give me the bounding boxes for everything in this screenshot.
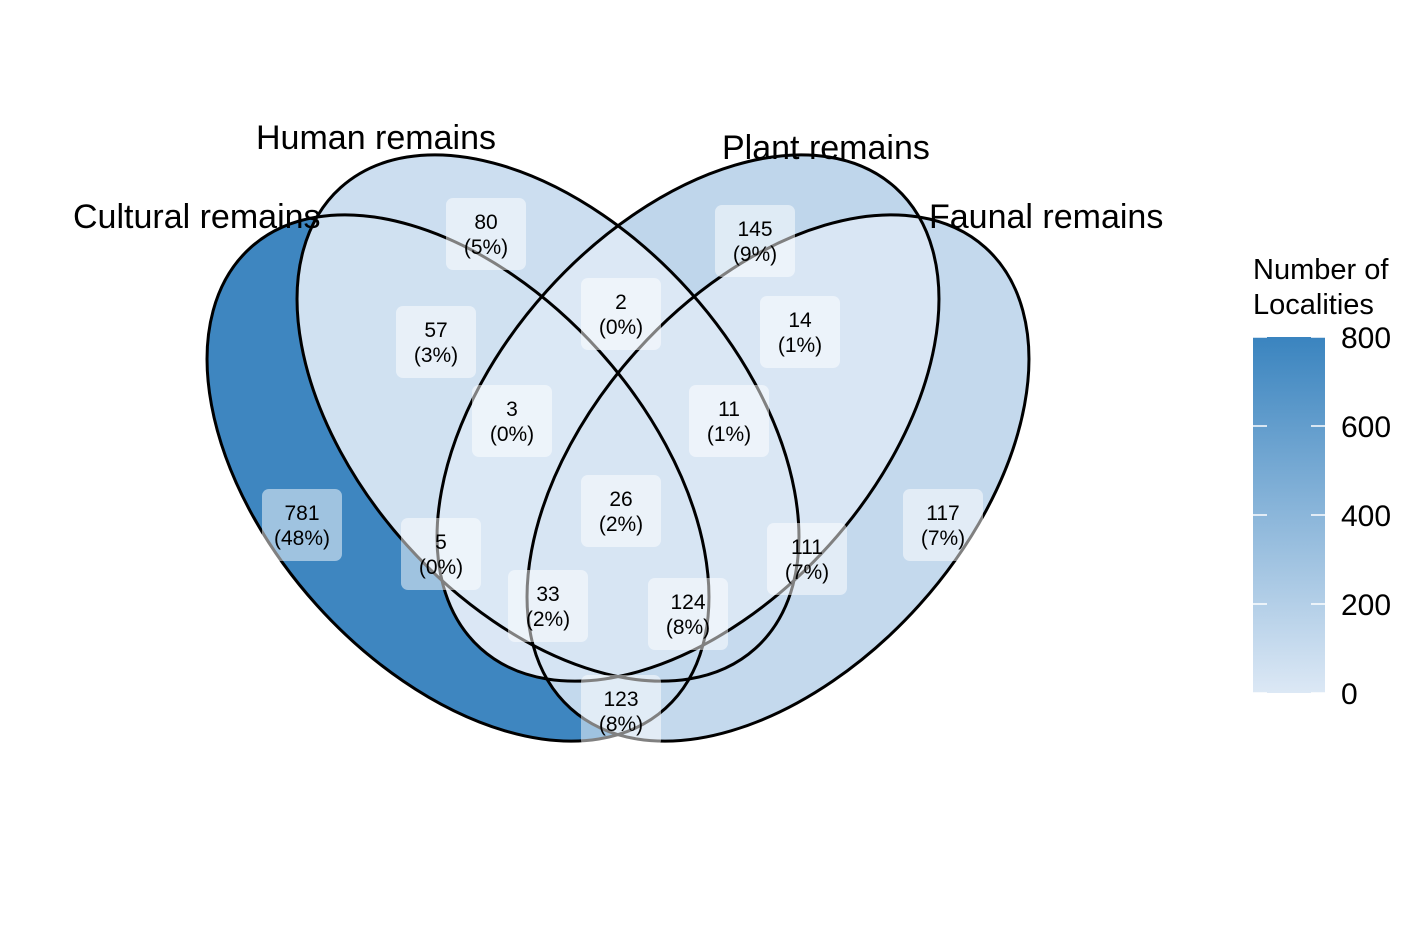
region-label-cultural: 781(48%) (262, 489, 342, 561)
region-label-box (760, 296, 840, 368)
region-labels: 781(48%)80(5%)145(9%)117(7%)57(3%)2(0%) 1… (262, 198, 983, 747)
region-label-cultural-human: 57(3%) (396, 306, 476, 378)
region-label-human-plant: 2(0%) (581, 278, 661, 350)
region-label-plant: 145(9%) (715, 205, 795, 277)
region-percent: (48%) (274, 527, 330, 550)
set-label-faunal: Faunal remains (929, 198, 1163, 236)
legend-tick-label: 200 (1341, 589, 1391, 622)
region-label-box (648, 578, 728, 650)
region-count: 145 (737, 218, 772, 241)
legend-title-line2: Localities (1253, 289, 1374, 321)
region-label-box (396, 306, 476, 378)
region-label-box (581, 278, 661, 350)
set-label-plant: Plant remains (722, 129, 930, 167)
region-percent: (0%) (490, 423, 534, 446)
region-label-cultural-human-plant-faunal: 26(2%) (581, 475, 661, 547)
region-percent: (2%) (526, 608, 570, 631)
region-label-box (581, 475, 661, 547)
region-count: 80 (474, 211, 497, 234)
set-outline-cultural (205, 213, 711, 743)
region-count: 3 (506, 398, 518, 421)
region-count: 14 (788, 309, 812, 332)
region-count: 124 (670, 591, 705, 614)
region-percent: (7%) (921, 527, 965, 550)
region-label-box (581, 675, 661, 747)
region-label-cultural-human-plant: 3(0%) (472, 385, 552, 457)
region-label-cultural-faunal: 123(8%) (581, 675, 661, 747)
region-percent: (9%) (733, 243, 777, 266)
region-percent: (2%) (599, 513, 643, 536)
legend-ticks: 0 200 400 600 800 (1253, 322, 1391, 711)
region-count: 117 (926, 502, 959, 525)
region-count: 11 (718, 398, 740, 421)
legend-tick-label: 600 (1341, 411, 1391, 444)
region-label-cultural-plant-faunal: 33(2%) (508, 570, 588, 642)
region-count: 26 (609, 488, 632, 511)
legend-title-line1: Number of (1253, 254, 1389, 286)
region-count: 123 (603, 688, 638, 711)
region-percent: (0%) (419, 556, 463, 579)
region-label-faunal: 117(7%) (903, 489, 983, 561)
set-label-cultural: Cultural remains (73, 198, 321, 236)
set-labels: Cultural remains Human remains Plant rem… (73, 119, 1163, 236)
region-label-box (401, 518, 481, 590)
set-label-human: Human remains (256, 119, 496, 157)
region-count: 2 (615, 291, 627, 314)
region-label-box (903, 489, 983, 561)
region-count: 111 (791, 536, 823, 559)
region-count: 33 (536, 583, 559, 606)
region-percent: (1%) (707, 423, 751, 446)
region-percent: (7%) (785, 561, 829, 584)
region-label-box (508, 570, 588, 642)
region-label-cultural-human-faunal: 124(8%) (648, 578, 728, 650)
region-label-human-plant-faunal: 11(1%) (689, 385, 769, 457)
region-percent: (8%) (666, 616, 710, 639)
legend-tick-label: 800 (1341, 322, 1391, 355)
region-count: 57 (424, 319, 447, 342)
region-percent: (5%) (464, 236, 508, 259)
color-legend: Number of Localities 0 200 400 600 800 (1253, 254, 1391, 711)
region-label-box (262, 489, 342, 561)
region-count: 781 (284, 502, 319, 525)
region-percent: (8%) (599, 713, 643, 736)
region-percent: (3%) (414, 344, 458, 367)
region-percent: (1%) (778, 334, 822, 357)
set-outline-faunal (525, 213, 1031, 743)
region-label-box (689, 385, 769, 457)
region-label-box (715, 205, 795, 277)
region-label-human: 80(5%) (446, 198, 526, 270)
region-label-human-faunal: 111(7%) (767, 523, 847, 595)
region-label-box (767, 523, 847, 595)
region-percent: (0%) (599, 316, 643, 339)
legend-tick-label: 0 (1341, 678, 1358, 711)
region-count: 5 (435, 531, 447, 554)
legend-tick-label: 400 (1341, 500, 1391, 533)
region-label-plant-faunal: 14(1%) (760, 296, 840, 368)
region-label-box (472, 385, 552, 457)
region-label-cultural-plant: 5(0%) (401, 518, 481, 590)
region-label-box (446, 198, 526, 270)
